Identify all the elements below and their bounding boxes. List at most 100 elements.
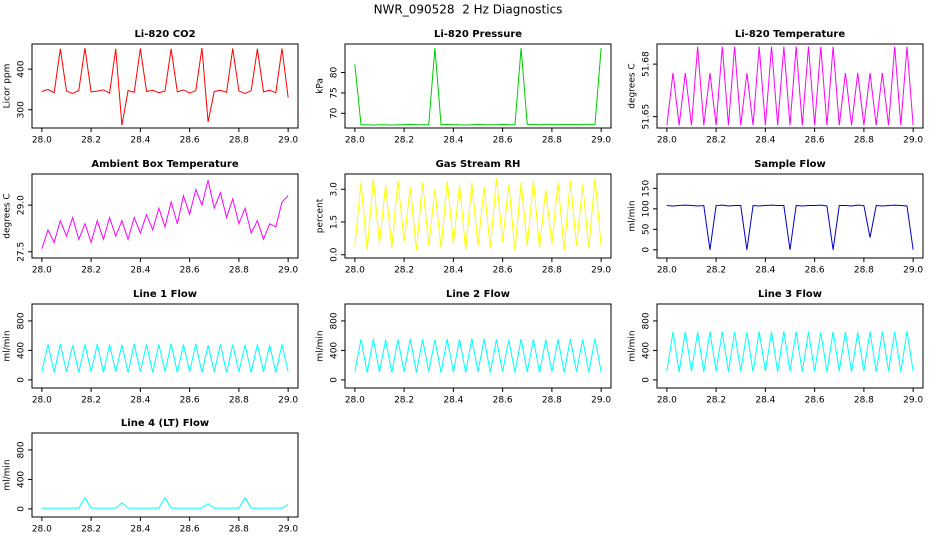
plot-frame [344,173,612,259]
data-line [666,331,914,372]
x-tick-label: 29.0 [278,136,298,146]
y-axis-label: ml/min [3,330,13,361]
data-line [354,178,602,251]
x-tick-label: 28.6 [493,136,513,146]
x-tick-label: 28.2 [394,136,414,146]
x-tick-label: 28.4 [130,136,150,146]
x-tick-label: 28.4 [755,136,775,146]
x-tick-label: 28.4 [130,396,150,406]
y-tick-label: 400 [17,60,27,77]
y-tick-label: 300 [17,101,27,118]
x-tick-label: 28.8 [854,136,874,146]
x-tick-label: 28.0 [32,266,52,276]
x-tick-label: 28.8 [542,396,562,406]
x-tick-label: 28.0 [345,266,365,276]
y-axis-label: percent [316,198,326,233]
x-tick-label: 28.8 [229,136,249,146]
y-tick-label: 75 [330,87,340,98]
data-line [354,338,602,373]
x-tick-label: 28.2 [81,266,101,276]
x-tick-label: 28.2 [706,136,726,146]
x-tick-label: 28.6 [180,525,200,535]
y-tick-label: 0 [330,377,340,383]
x-tick-label: 28.2 [81,136,101,146]
panel: Li-820 CO2 Licor ppm 28.0 28.2 28.4 28.6 28.8 2… [3,29,299,146]
y-tick-label: 100 [642,200,652,217]
y-tick-label: 400 [330,342,340,359]
y-axis-label: ml/min [628,200,638,231]
x-tick-label: 28.8 [854,396,874,406]
y-tick-label: 3.0 [330,182,340,197]
panel: Line 4 (LT) Flow ml/min 28.0 28.2 28.4 28.6 28… [3,418,299,535]
y-tick-label: 70 [330,107,340,119]
x-tick-label: 28.2 [706,396,726,406]
x-tick-label: 28.8 [854,266,874,276]
panel-title: Line 2 Flow [446,289,510,300]
x-tick-label: 28.2 [394,396,414,406]
x-tick-label: 28.8 [542,136,562,146]
x-tick-label: 29.0 [591,266,611,276]
y-tick-label: 51.65 [642,104,652,130]
x-tick-label: 28.6 [805,136,825,146]
panel: Li-820 Pressure kPa 28.0 28.2 28.4 28.6 28.8 29… [316,29,612,146]
y-tick-label: 27.5 [17,242,27,262]
plot-frame [656,173,924,259]
x-tick-label: 29.0 [278,525,298,535]
x-tick-label: 28.8 [229,396,249,406]
panel-title: Li-820 CO2 [134,29,195,40]
x-tick-label: 28.0 [657,396,677,406]
y-tick-label: 400 [642,342,652,359]
y-axis-label: Licor ppm [3,64,13,109]
y-tick-label: 1.5 [330,215,340,229]
y-tick-label: 0 [642,247,652,253]
data-line [41,180,289,249]
x-tick-label: 28.0 [32,136,52,146]
x-tick-label: 29.0 [591,136,611,146]
x-tick-label: 28.4 [130,525,150,535]
x-tick-label: 28.0 [32,396,52,406]
x-tick-label: 28.8 [229,525,249,535]
x-tick-label: 28.6 [180,396,200,406]
panel-title: Gas Stream RH [436,159,521,170]
x-tick-label: 28.6 [493,266,513,276]
figure-title: NWR_090528 2 Hz Diagnostics [374,3,563,17]
x-tick-label: 29.0 [278,396,298,406]
panel: Line 3 Flow ml/min 28.0 28.2 28.4 28.6 28.8 29.… [628,289,924,406]
y-tick-label: 0.0 [330,247,340,262]
panel: Line 1 Flow ml/min 28.0 28.2 28.4 28.6 28.8 29.… [3,289,299,406]
x-tick-label: 28.0 [657,266,677,276]
plot-frame [656,43,924,129]
data-line [41,496,289,509]
x-tick-label: 28.8 [542,266,562,276]
y-tick-label: 80 [330,67,340,79]
x-tick-label: 28.2 [81,396,101,406]
y-tick-label: 800 [17,312,27,329]
y-tick-label: 51.68 [642,51,652,77]
data-line [41,47,289,126]
x-tick-label: 28.2 [394,266,414,276]
x-tick-label: 28.0 [345,136,365,146]
panel-title: Line 4 (LT) Flow [121,418,209,429]
x-tick-label: 29.0 [903,136,923,146]
x-tick-label: 28.4 [130,266,150,276]
x-tick-label: 28.6 [493,396,513,406]
data-line [41,343,289,373]
plot-frame [656,303,924,389]
y-axis-label: degrees C [628,63,638,108]
panel-title: Sample Flow [754,159,826,170]
x-tick-label: 28.0 [32,525,52,535]
x-tick-label: 28.2 [81,525,101,535]
x-tick-label: 29.0 [591,396,611,406]
y-tick-label: 800 [330,312,340,329]
x-tick-label: 29.0 [903,266,923,276]
x-tick-label: 28.4 [755,396,775,406]
y-tick-label: 150 [642,179,652,196]
x-tick-label: 28.4 [755,266,775,276]
panel: Li-820 Temperature degrees C 28.0 28.2 28.4 2… [628,29,924,146]
plot-frame [344,303,612,389]
x-tick-label: 28.8 [229,266,249,276]
y-tick-label: 800 [642,312,652,329]
y-tick-label: 0 [17,377,27,383]
